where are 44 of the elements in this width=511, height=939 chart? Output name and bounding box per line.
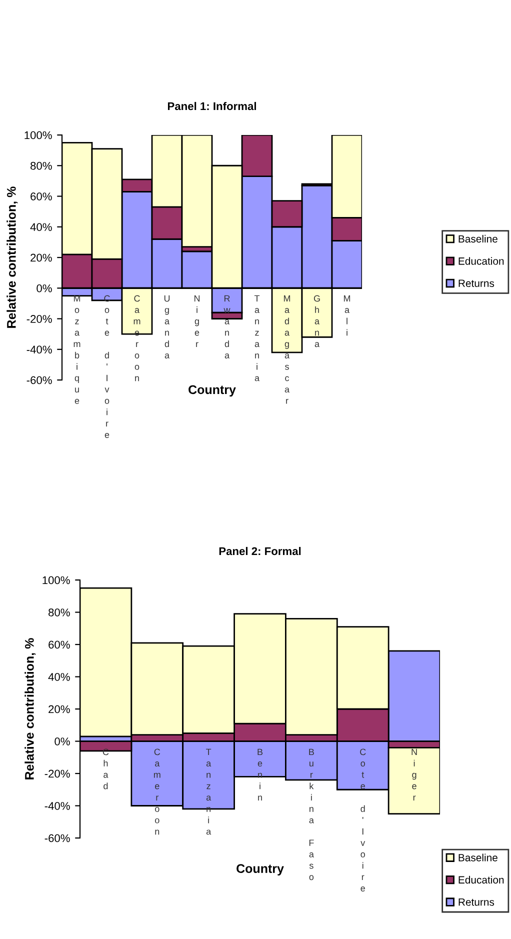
y-tick-label: -60% xyxy=(26,376,52,384)
chart-title: Panel 2: Formal xyxy=(219,546,301,556)
legend-label: Education xyxy=(458,257,504,265)
x-tick-label: Mali xyxy=(344,295,350,336)
y-tick-label: 100% xyxy=(24,131,52,140)
y-tick-label: -40% xyxy=(44,802,70,810)
x-tick-label: Uganda xyxy=(164,295,170,358)
y-tick-label: 80% xyxy=(48,608,70,616)
chart-title: Panel 1: Informal xyxy=(168,102,256,110)
y-tick-label: 20% xyxy=(48,705,70,714)
y-axis-title: Relative contribution, % xyxy=(6,186,18,328)
category-label: Cote d'Ivoire xyxy=(360,748,366,892)
legend-label: Returns xyxy=(458,280,494,288)
y-tick-label: 80% xyxy=(30,162,52,170)
legend-label: Baseline xyxy=(458,854,498,862)
category-label: Burkina Faso xyxy=(309,748,314,880)
y-tick-label: -20% xyxy=(26,315,52,323)
y-tick-label: 0% xyxy=(36,284,52,292)
x-tick-label: Ghana xyxy=(314,295,320,348)
y-tick-label: 60% xyxy=(30,192,52,200)
y-tick-label: 60% xyxy=(48,640,70,649)
legend-label: Education xyxy=(458,876,504,884)
y-tick-label: 20% xyxy=(30,254,52,262)
legend-label: Returns xyxy=(458,898,494,906)
legend-label: Baseline xyxy=(458,234,498,243)
x-tick-label: Tanzania xyxy=(254,295,260,382)
x-axis-title: Country xyxy=(236,864,284,876)
y-tick-label: 100% xyxy=(42,576,70,584)
x-tick-label: Cameroon xyxy=(134,295,140,382)
x-tick-label: Rwanda xyxy=(224,295,230,358)
y-tick-label: 40% xyxy=(48,673,70,681)
x-tick-label: Tanzania xyxy=(206,748,212,835)
y-tick-label: -40% xyxy=(26,346,52,354)
y-tick-label: -60% xyxy=(44,834,70,842)
x-tick-label: Cameroon xyxy=(154,748,160,835)
y-tick-label: -20% xyxy=(44,770,70,778)
category-label: Madagascar xyxy=(284,295,290,404)
x-tick-label: Niger xyxy=(194,295,200,347)
x-tick-label: Niger xyxy=(412,748,417,800)
category-label: Mozambique xyxy=(74,295,80,404)
y-tick-label: 0% xyxy=(54,738,70,746)
y-axis-title: Relative contribution, % xyxy=(24,638,36,780)
y-tick-label: 40% xyxy=(30,223,52,232)
x-axis-title: Country xyxy=(188,385,236,397)
